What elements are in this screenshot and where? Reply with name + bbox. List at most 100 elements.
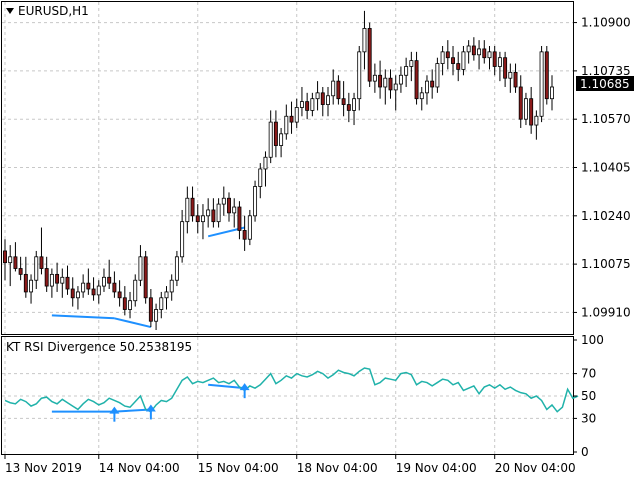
- candle: [96, 285, 101, 296]
- candle: [393, 83, 398, 91]
- rsi-tick-label: 50: [581, 389, 596, 403]
- price-tick-label: 1.10735: [581, 64, 631, 78]
- candle: [346, 104, 351, 111]
- candle: [414, 60, 419, 100]
- candle: [315, 92, 320, 100]
- candle: [206, 209, 211, 217]
- candle: [487, 51, 492, 59]
- candle: [102, 276, 106, 287]
- candle: [200, 215, 205, 223]
- candle: [65, 276, 70, 290]
- time-tick-label: 18 Nov 04:00: [297, 461, 378, 475]
- candle: [294, 107, 299, 123]
- candle: [112, 282, 117, 293]
- candle: [49, 273, 54, 287]
- candle: [279, 133, 284, 146]
- candle: [383, 77, 388, 88]
- time-tick-label: 15 Nov 04:00: [198, 461, 279, 475]
- candle: [39, 256, 44, 269]
- candle: [154, 309, 159, 322]
- candle: [216, 203, 221, 223]
- indicator-title: KT RSI Divergence 50.2538195: [6, 340, 192, 354]
- candle: [492, 51, 497, 67]
- price-tick-label: 1.10240: [581, 209, 631, 223]
- candle: [268, 121, 273, 158]
- candle: [70, 288, 75, 299]
- time-tick-label: 19 Nov 04:00: [396, 461, 477, 475]
- arrow-up-icon: [145, 404, 156, 420]
- price-tick-label: 1.10570: [581, 112, 631, 126]
- candles: [3, 10, 554, 330]
- candle: [461, 51, 466, 70]
- chevron-down-icon[interactable]: [6, 8, 14, 14]
- candle: [211, 209, 216, 223]
- candle: [482, 48, 487, 59]
- candle: [425, 80, 429, 94]
- candle: [284, 115, 289, 135]
- candle: [471, 45, 476, 56]
- current-price-value: 1.10685: [580, 77, 630, 91]
- price-divergence-line: [114, 317, 152, 329]
- candle: [352, 98, 357, 111]
- candle: [273, 121, 278, 146]
- candle: [138, 256, 143, 281]
- candle: [3, 250, 7, 264]
- candle: [534, 115, 539, 126]
- candle: [497, 57, 502, 67]
- symbol-title: EURUSD,H1: [18, 4, 89, 18]
- time-tick-label: 14 Nov 04:00: [99, 461, 180, 475]
- candle: [529, 98, 534, 126]
- candle: [237, 206, 242, 231]
- candle: [169, 279, 174, 293]
- candle: [143, 256, 148, 299]
- candle: [357, 51, 362, 100]
- symbol-label-group: EURUSD,H1: [6, 4, 89, 18]
- candle: [174, 256, 179, 281]
- candle: [550, 86, 554, 100]
- candle: [326, 95, 330, 105]
- time-tick-label: 13 Nov 2019: [5, 461, 82, 475]
- price-grid: [2, 2, 573, 454]
- candle: [34, 256, 39, 281]
- candle: [388, 77, 393, 91]
- candle: [430, 80, 435, 88]
- candle: [503, 57, 508, 79]
- candle: [341, 98, 346, 105]
- candle: [60, 276, 65, 284]
- candle: [456, 63, 461, 70]
- candle: [107, 276, 112, 284]
- rsi-divergence-lines: [51, 383, 245, 413]
- candle: [398, 74, 403, 85]
- rsi-tick-label: 70: [581, 367, 596, 381]
- time-axis: 13 Nov 2019 14 Nov 04:00 15 Nov 04:00 18 No…: [4, 455, 576, 475]
- candle: [44, 268, 49, 287]
- price-axis: 1.10900 1.10735 1.10570 1.10405 1.10240 1.100…: [573, 16, 631, 319]
- price-tick-label: 1.10900: [581, 16, 631, 30]
- rsi-grid: [2, 373, 573, 419]
- candle: [221, 197, 226, 205]
- rsi-axis: 100 70 50 30 0: [573, 333, 604, 459]
- rsi-line: [4, 367, 579, 413]
- candle: [81, 282, 86, 293]
- candle: [13, 256, 18, 269]
- candle: [539, 51, 544, 117]
- candle: [23, 273, 28, 293]
- candle: [8, 256, 13, 264]
- candle: [445, 51, 450, 59]
- candle: [299, 101, 304, 108]
- candle: [190, 197, 195, 217]
- price-tick-label: 1.10405: [581, 161, 631, 175]
- divergence-arrows: [109, 383, 250, 422]
- arrow-up-icon: [109, 406, 120, 422]
- candle: [75, 291, 80, 299]
- candle: [451, 57, 455, 64]
- candle: [466, 45, 471, 53]
- candle: [164, 291, 169, 299]
- price-tick-label: 1.10075: [581, 257, 631, 271]
- candle: [320, 92, 325, 105]
- candle: [404, 66, 409, 76]
- candle: [544, 51, 549, 100]
- candle: [310, 98, 315, 111]
